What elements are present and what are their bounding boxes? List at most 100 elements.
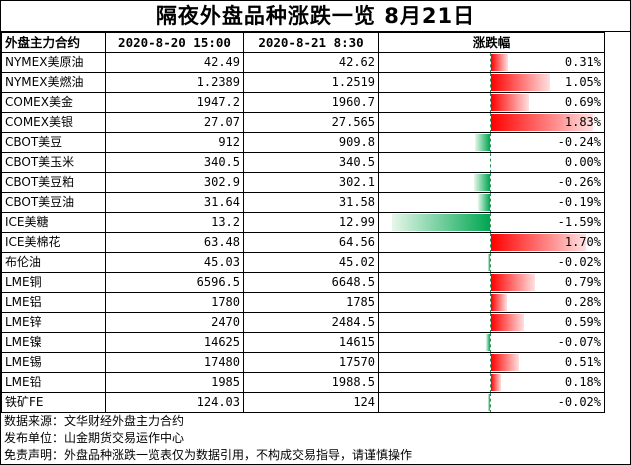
row-name: ICE美棉花 [1,232,106,253]
change-percent: 0.59% [564,315,601,329]
row-name: NYMEX美原油 [1,52,106,73]
change-percent: 0.51% [564,355,601,369]
header-curr: 2020-8-21 8:30 [243,32,379,53]
table-row: ICE美棉花 63.48 64.56 1.70% [1,232,605,253]
row-name: COMEX美银 [1,112,106,133]
up-bar [491,294,507,311]
row-change: -0.26% [378,172,605,193]
table-row: LME铅 1985 1988.5 0.18% [1,372,605,393]
up-bar [491,374,502,391]
row-curr: 1988.5 [243,372,379,393]
change-percent: -0.24% [557,135,601,149]
row-curr: 45.02 [243,252,379,273]
change-percent: 1.05% [564,75,601,89]
footer-notes: 数据来源：文华财经外盘主力合约 发布单位：山金期货交易运作中心 免责声明：外盘品… [4,413,412,464]
row-change: 1.70% [378,232,605,253]
zero-line [490,113,491,132]
row-change: 1.05% [378,72,605,93]
row-change: -1.59% [378,212,605,233]
change-percent: -0.07% [557,335,601,349]
table-row: CBOT美豆油 31.64 31.58 -0.19% [1,192,605,213]
table-row: ICE美糖 13.2 12.99 -1.59% [1,212,605,233]
zero-line [490,53,491,72]
up-bar [491,54,509,71]
zero-line [490,273,491,292]
zero-line [490,213,491,232]
row-curr: 64.56 [243,232,379,253]
row-curr: 12.99 [243,212,379,233]
note-publisher: 发布单位：山金期货交易运作中心 [4,431,185,445]
row-prev: 42.49 [105,52,244,73]
row-curr: 340.5 [243,152,379,173]
row-curr: 31.58 [243,192,379,213]
row-name: LME铜 [1,272,106,293]
row-prev: 14625 [105,332,244,353]
change-percent: -1.59% [557,215,601,229]
change-percent: -0.19% [557,195,601,209]
row-name: LME镍 [1,332,106,353]
zero-line [490,153,491,172]
row-prev: 302.9 [105,172,244,193]
row-change: 0.31% [378,52,605,73]
row-name: CBOT美豆油 [1,192,106,213]
row-prev: 31.64 [105,192,244,213]
change-percent: -0.02% [557,255,601,269]
row-curr: 2484.5 [243,312,379,333]
table-row: LME锡 17480 17570 0.51% [1,352,605,373]
row-curr: 27.565 [243,112,379,133]
zero-line [490,133,491,152]
row-curr: 909.8 [243,132,379,153]
change-percent: 0.00% [564,155,601,169]
table-row: COMEX美银 27.07 27.565 1.83% [1,112,605,133]
row-curr: 1.2519 [243,72,379,93]
row-name: LME锌 [1,312,106,333]
row-change: -0.02% [378,252,605,273]
table-row: 铁矿FE 124.03 124 -0.02% [1,392,605,413]
note-source: 数据来源：文华财经外盘主力合约 [4,414,185,428]
row-change: -0.24% [378,132,605,153]
change-percent: -0.26% [557,175,601,189]
row-prev: 13.2 [105,212,244,233]
row-change: 1.83% [378,112,605,133]
table-row: LME铝 1780 1785 0.28% [1,292,605,313]
zero-line [490,353,491,372]
up-bar [491,94,530,111]
row-name: LME锡 [1,352,106,373]
row-change: 0.51% [378,352,605,373]
down-bar [488,254,490,271]
row-change: 0.28% [378,292,605,313]
row-name: ICE美糖 [1,212,106,233]
row-change: 0.18% [378,372,605,393]
header-name: 外盘主力合约 [1,32,106,53]
page-title: 隔夜外盘品种涨跌一览 8月21日 [1,1,630,32]
row-prev: 6596.5 [105,272,244,293]
row-prev: 340.5 [105,152,244,173]
zero-line [490,393,491,412]
row-name: CBOT美豆粕 [1,172,106,193]
change-percent: 0.69% [564,95,601,109]
header-change: 涨跌幅 [378,32,605,53]
row-curr: 1785 [243,292,379,313]
row-prev: 912 [105,132,244,153]
zero-line [490,93,491,112]
row-change: 0.79% [378,272,605,293]
down-bar [392,214,490,231]
note-disclaimer: 免责声明：外盘品种涨跌一览表仅为数据引用，不构成交易指导，请谨慎操作 [4,448,413,462]
zero-line [490,373,491,392]
zero-line [490,253,491,272]
up-bar [491,114,593,131]
change-percent: 1.83% [564,115,601,129]
row-curr: 42.62 [243,52,379,73]
row-prev: 124.03 [105,392,244,413]
table-row: NYMEX美燃油 1.2389 1.2519 1.05% [1,72,605,93]
down-bar [478,194,490,211]
row-change: 0.69% [378,92,605,113]
up-bar [491,74,550,91]
change-percent: 0.31% [564,55,601,69]
down-bar [475,134,490,151]
down-bar [488,394,490,411]
zero-line [490,233,491,252]
row-change: -0.19% [378,192,605,213]
table-row: CBOT美玉米 340.5 340.5 0.00% [1,152,605,173]
change-percent: 0.28% [564,295,601,309]
